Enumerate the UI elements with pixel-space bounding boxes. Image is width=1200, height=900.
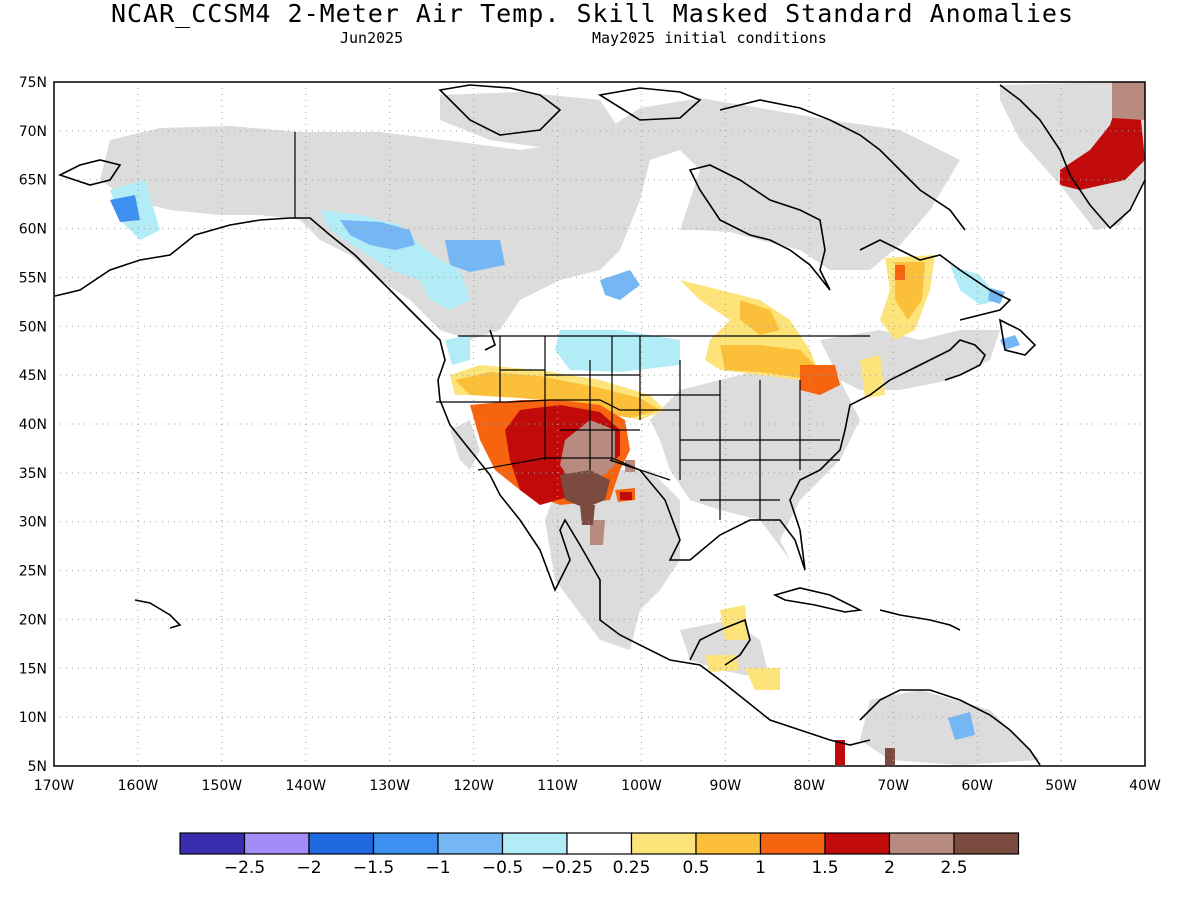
latitude-tick-label: 25N xyxy=(19,564,47,580)
longitude-tick-label: 130W xyxy=(369,778,410,794)
colorbar-tick-label: 0.5 xyxy=(682,858,709,878)
longitude-tick-label: 150W xyxy=(202,778,243,794)
longitude-tick-label: 50W xyxy=(1045,778,1077,794)
latitude-tick-label: 5N xyxy=(28,759,47,775)
init-conditions: May2025 initial conditions xyxy=(592,29,827,47)
colorbar-tick-label: 2.5 xyxy=(940,858,967,878)
map-frame xyxy=(53,81,1146,767)
colorbar-tick-label: −2.5 xyxy=(224,858,265,878)
longitude-tick-label: 80W xyxy=(793,778,825,794)
colorbar-swatch xyxy=(953,832,1020,855)
latitude-tick-label: 10N xyxy=(19,710,47,726)
longitude-tick-label: 90W xyxy=(710,778,742,794)
colorbar-swatch xyxy=(566,832,633,855)
colorbar-tick-label: 0.25 xyxy=(613,858,651,878)
longitude-tick-label: 110W xyxy=(537,778,578,794)
colorbar-tick-label: −0.5 xyxy=(482,858,523,878)
longitude-tick-label: 100W xyxy=(621,778,662,794)
longitude-tick-label: 140W xyxy=(285,778,326,794)
colorbar-labels: −2.5 −2 −1.5 −1 −0.5 −0.25 0.25 0.5 1 1.5 2 2.5 xyxy=(224,858,968,878)
colorbar-swatch xyxy=(759,832,826,855)
longitude-tick-label: 120W xyxy=(453,778,494,794)
anomaly-shading xyxy=(100,82,1145,765)
latitude-tick-label: 15N xyxy=(19,661,47,677)
colorbar-swatch xyxy=(824,832,891,855)
latitude-tick-label: 40N xyxy=(19,417,47,433)
colorbar-tick-label: 1.5 xyxy=(811,858,838,878)
latitude-tick-label: 45N xyxy=(19,368,47,384)
colorbar-swatch xyxy=(501,832,568,855)
colorbar-swatch xyxy=(308,832,375,855)
latitude-tick-label: 65N xyxy=(19,173,47,189)
longitude-tick-label: 40W xyxy=(1129,778,1161,794)
colorbar-swatch xyxy=(630,832,697,855)
graticule xyxy=(54,82,1145,766)
coastlines xyxy=(54,84,1146,766)
longitude-tick-label: 170W xyxy=(34,778,75,794)
colorbar-tick-label: 2 xyxy=(884,858,895,878)
latitude-tick-label: 75N xyxy=(19,75,47,91)
latitude-tick-label: 55N xyxy=(19,270,47,286)
colorbar-tick-label: −1 xyxy=(425,858,450,878)
anomaly-minus-1 xyxy=(110,195,140,222)
colorbar-tick-label: −2 xyxy=(296,858,321,878)
forecast-month: Jun2025 xyxy=(340,29,404,47)
political-borders xyxy=(294,132,870,520)
anomaly-plus-2 xyxy=(560,82,1145,545)
latitude-tick-label: 50N xyxy=(19,319,47,335)
latitude-tick-label: 30N xyxy=(19,515,47,531)
colorbar-tick-label: −1.5 xyxy=(353,858,394,878)
latitude-tick-label: 20N xyxy=(19,612,47,628)
longitude-tick-label: 60W xyxy=(961,778,993,794)
colorbar-swatch xyxy=(243,832,310,855)
colorbar-tick-label: −0.25 xyxy=(541,858,593,878)
colorbar-tick-label: 1 xyxy=(755,858,766,878)
longitude-tick-label: 70W xyxy=(877,778,909,794)
colorbar-swatch xyxy=(437,832,504,855)
longitude-labels: 170W 160W 150W 140W 130W 120W 110W 100W 90W 80W 70… xyxy=(34,778,1161,794)
colorbar-swatch xyxy=(695,832,762,855)
latitude-tick-label: 70N xyxy=(19,124,47,140)
colorbar xyxy=(179,832,1020,855)
latitude-tick-label: 35N xyxy=(19,466,47,482)
longitude-tick-label: 160W xyxy=(118,778,159,794)
colorbar-swatch xyxy=(888,832,955,855)
colorbar-swatch xyxy=(179,832,246,855)
anomaly-plus-25 xyxy=(560,470,895,765)
latitude-tick-label: 60N xyxy=(19,222,47,238)
chart-title: NCAR_CCSM4 2-Meter Air Temp. Skill Maske… xyxy=(110,0,1075,28)
latitude-labels: 75N 70N 65N 60N 55N 50N 45N 40N 35N 30N 25N 20N 15N 1… xyxy=(19,75,47,775)
colorbar-swatch xyxy=(372,832,439,855)
